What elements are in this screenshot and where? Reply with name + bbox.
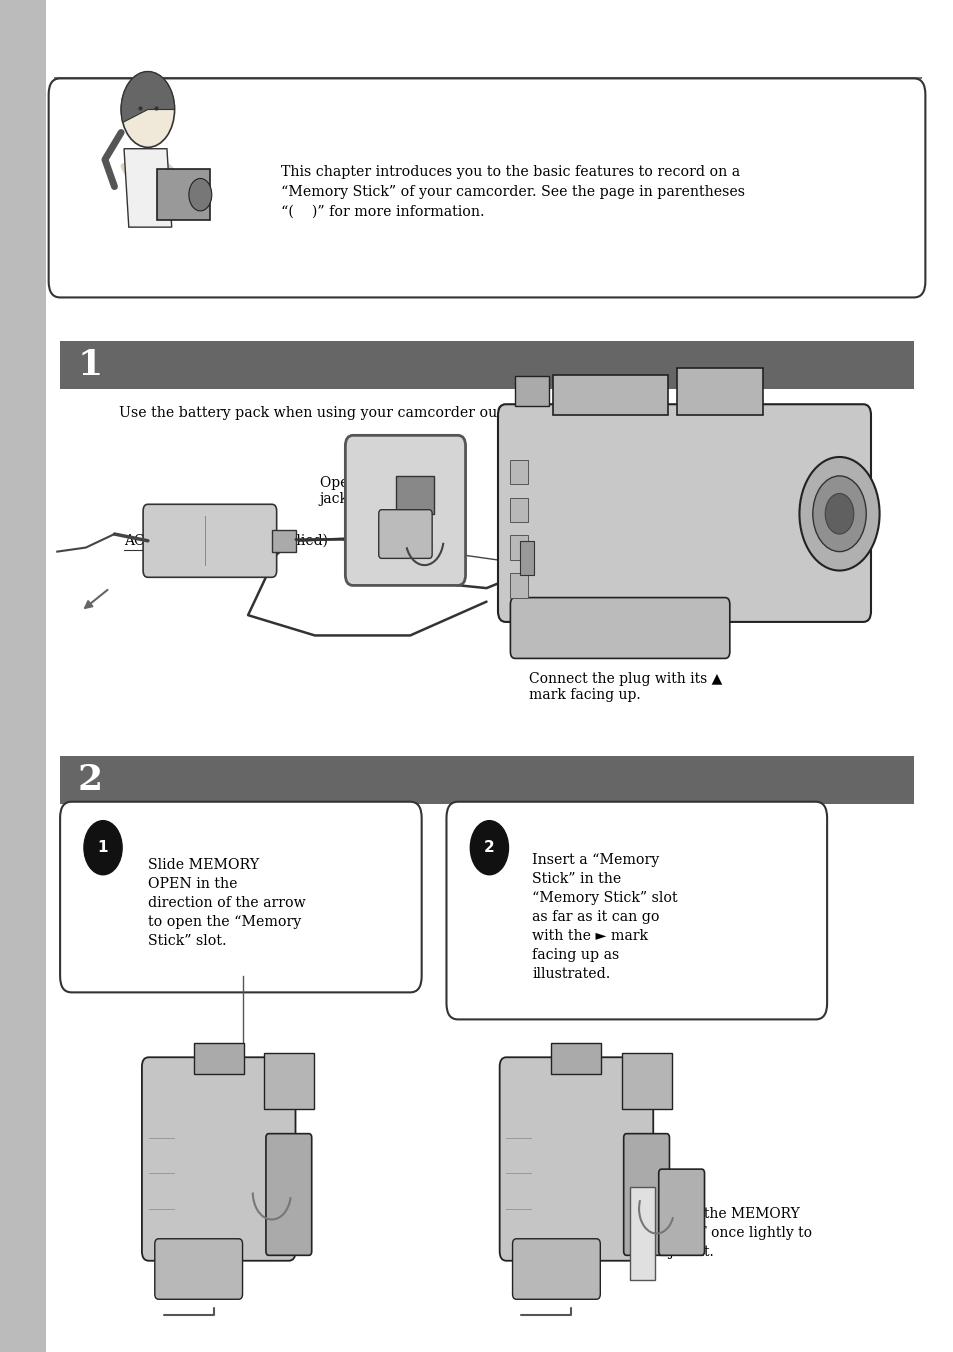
Bar: [629, 1187, 654, 1279]
FancyBboxPatch shape: [60, 802, 421, 992]
Text: Insert a “Memory
Stick” in the
“Memory Stick” slot
as far as it can go
with the : Insert a “Memory Stick” in the “Memory S…: [532, 853, 678, 980]
Bar: [510, 460, 527, 484]
FancyBboxPatch shape: [378, 510, 432, 558]
Bar: [553, 375, 667, 415]
Bar: [395, 476, 434, 514]
Text: Use the battery pack when using your camcorder outdoors (p. 15).: Use the battery pack when using your cam…: [119, 406, 599, 419]
Circle shape: [84, 821, 122, 875]
Bar: [510, 498, 527, 522]
Bar: [60, 756, 913, 804]
FancyBboxPatch shape: [142, 1057, 295, 1260]
FancyBboxPatch shape: [446, 802, 826, 1019]
Bar: [621, 1052, 671, 1109]
FancyBboxPatch shape: [497, 404, 870, 622]
Circle shape: [812, 476, 865, 552]
FancyBboxPatch shape: [658, 1169, 703, 1255]
Text: This chapter introduces you to the basic features to record on a
“Memory Stick” : This chapter introduces you to the basic…: [281, 165, 744, 219]
Text: 2: 2: [77, 763, 102, 798]
Text: 1: 1: [77, 347, 102, 383]
Bar: [510, 535, 527, 560]
FancyBboxPatch shape: [345, 435, 465, 585]
Bar: [510, 573, 527, 598]
Text: Press the MEMORY
EJECT once lightly to
eject it.: Press the MEMORY EJECT once lightly to e…: [660, 1207, 811, 1259]
FancyBboxPatch shape: [49, 78, 924, 297]
Text: AC power adaptor (supplied): AC power adaptor (supplied): [124, 534, 328, 548]
Text: 1: 1: [97, 840, 109, 856]
Bar: [272, 530, 295, 552]
Circle shape: [824, 493, 853, 534]
FancyBboxPatch shape: [154, 1238, 242, 1299]
FancyBboxPatch shape: [499, 1057, 653, 1260]
FancyBboxPatch shape: [512, 1238, 599, 1299]
Circle shape: [121, 72, 174, 147]
Bar: [193, 1042, 244, 1073]
Circle shape: [189, 178, 212, 211]
Bar: [60, 341, 913, 389]
Text: 2: 2: [483, 840, 495, 856]
FancyBboxPatch shape: [623, 1133, 669, 1255]
Text: Slide MEMORY
OPEN in the
direction of the arrow
to open the “Memory
Stick” slot.: Slide MEMORY OPEN in the direction of th…: [148, 859, 305, 948]
Bar: [157, 169, 210, 220]
Bar: [519, 541, 534, 575]
Circle shape: [470, 821, 508, 875]
Bar: [515, 376, 548, 406]
Bar: [263, 1052, 314, 1109]
FancyBboxPatch shape: [266, 1133, 312, 1255]
Bar: [551, 1042, 600, 1073]
FancyBboxPatch shape: [143, 504, 276, 577]
Bar: [677, 368, 762, 415]
Wedge shape: [121, 72, 174, 123]
Text: Open the DC IN
jack cover.: Open the DC IN jack cover.: [319, 476, 432, 506]
FancyBboxPatch shape: [510, 598, 729, 658]
Bar: [0, 0, 46, 1352]
Polygon shape: [124, 149, 172, 227]
Circle shape: [799, 457, 879, 571]
Text: Connect the plug with its ▲
mark facing up.: Connect the plug with its ▲ mark facing …: [529, 672, 722, 702]
